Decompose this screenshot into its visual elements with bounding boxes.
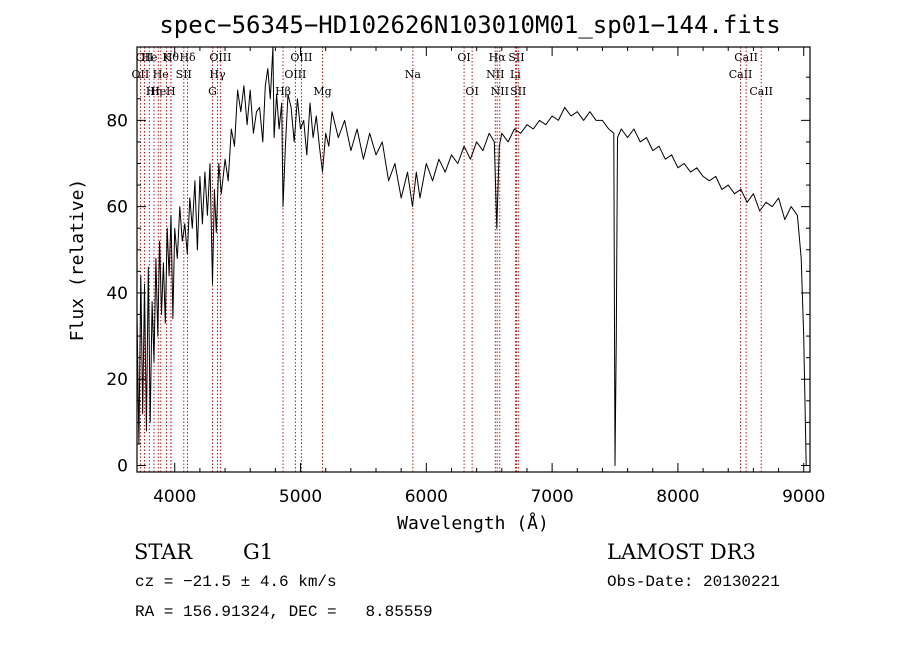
x-tick-label: 7000 — [530, 487, 573, 507]
y-tick-label: 80 — [106, 111, 128, 131]
axis-ticks: 4000 5000 6000 7000 8000 9000 0 20 40 60 80 — [106, 47, 825, 507]
line-marker-label: Hθ — [163, 51, 180, 64]
line-marker-label: He — [150, 85, 166, 98]
line-marker-label: OIII — [284, 68, 306, 81]
observation-date: Obs-Date: 20130221 — [607, 573, 780, 591]
line-marker-label: NII — [491, 85, 509, 98]
line-marker-label: He — [153, 68, 169, 81]
line-marker-label: CaII — [734, 51, 758, 64]
line-marker-label: Hγ — [209, 68, 226, 81]
line-marker-label: Na — [405, 68, 422, 81]
line-marker-label: He — [141, 51, 157, 64]
line-marker-label: OII — [132, 68, 150, 81]
plot-frame — [136, 46, 811, 473]
line-marker-label: Hα — [489, 51, 507, 64]
line-marker-label: OIII — [290, 51, 312, 64]
line-marker-label: H — [166, 85, 176, 98]
x-tick-label: 9000 — [782, 487, 825, 507]
y-axis-label: Flux (relative) — [67, 179, 88, 342]
y-tick-label: 60 — [106, 198, 128, 218]
line-marker-label: Hδ — [179, 51, 196, 64]
x-tick-label: 5000 — [279, 487, 322, 507]
line-marker-label: G — [208, 85, 217, 98]
y-tick-label: 20 — [106, 370, 128, 390]
line-marker-label: OIII — [209, 51, 231, 64]
spectrum-series — [136, 46, 807, 466]
x-tick-label: 8000 — [656, 487, 699, 507]
redshift-velocity: cz = −21.5 ± 4.6 km/s — [135, 573, 337, 591]
x-axis-label: Wavelength (Å) — [397, 512, 549, 534]
y-tick-label: 40 — [106, 284, 128, 304]
line-marker-label: K — [162, 51, 171, 64]
spectral-subclass: G1 — [243, 540, 274, 564]
spectrum-line — [136, 46, 807, 466]
emission-line-markers: OIIOIIHeHηHeHeKHHθSIIHδGHγOIIIHβOIIIOIII… — [132, 47, 773, 472]
line-marker-label: SII — [510, 85, 526, 98]
object-type: STAR — [134, 540, 193, 564]
y-tick-label: 0 — [117, 457, 128, 477]
line-marker-label: Li — [510, 68, 521, 81]
line-marker-label: OI — [465, 85, 478, 98]
line-marker-label: CaII — [729, 68, 753, 81]
line-marker-label: SII — [508, 51, 524, 64]
line-marker-label: CaII — [749, 85, 773, 98]
line-marker-label: OI — [457, 51, 470, 64]
line-marker-label: SII — [176, 68, 192, 81]
line-marker-label: Hβ — [275, 85, 291, 98]
x-tick-label: 6000 — [405, 487, 448, 507]
survey-name: LAMOST DR3 — [607, 540, 756, 564]
line-marker-label: Mg — [313, 85, 331, 98]
x-tick-label: 4000 — [153, 487, 196, 507]
line-marker-label: NII — [486, 68, 504, 81]
chart-title: spec−56345−HD102626N103010M01_sp01−144.f… — [159, 11, 780, 39]
line-marker-label: Hη — [146, 85, 162, 98]
sky-coordinates: RA = 156.91324, DEC = 8.85559 — [135, 603, 433, 621]
